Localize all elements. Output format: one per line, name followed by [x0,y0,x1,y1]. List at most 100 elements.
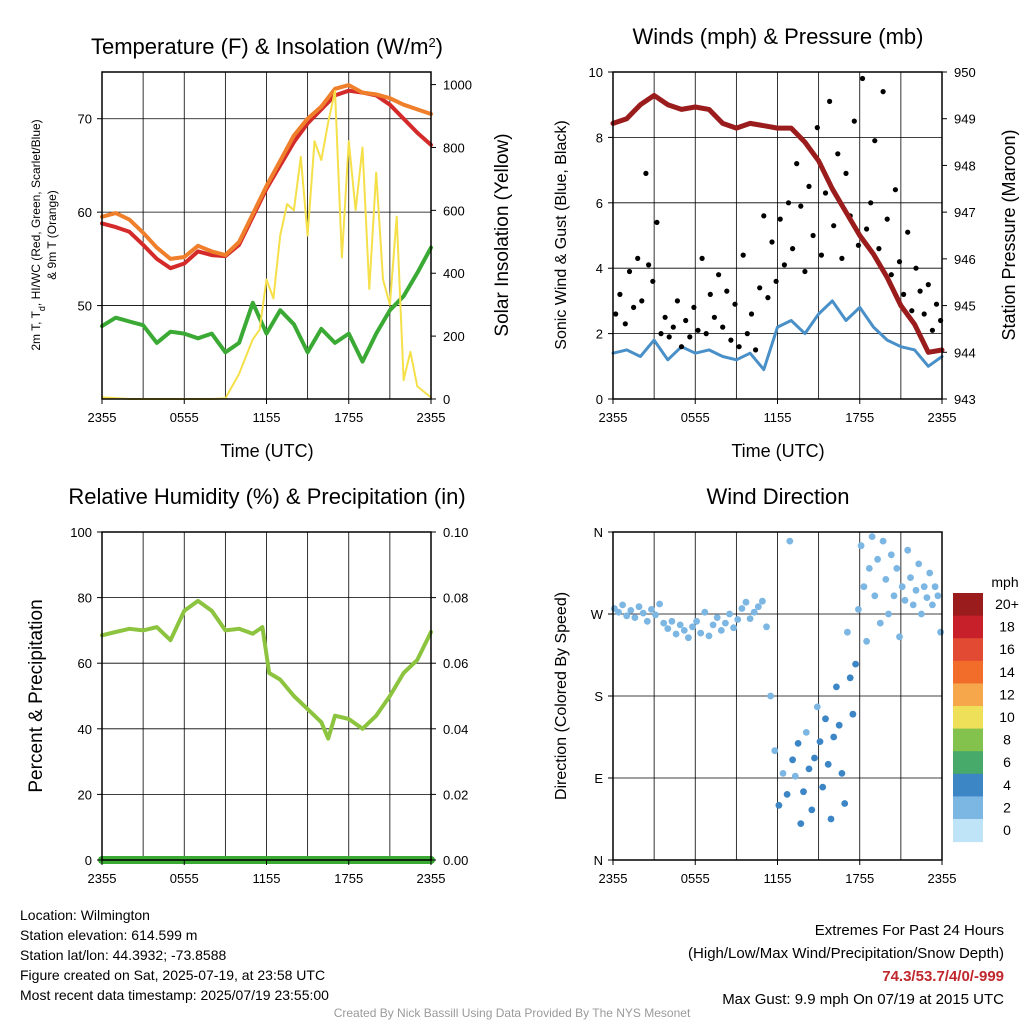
colorbar-label: 6 [1003,754,1011,770]
gust-point [724,288,730,294]
gust-point [855,242,862,248]
y-tick-label: 60 [78,205,92,220]
temperature-y-axis-label-line2: & 9m T (Orange) [45,190,59,280]
gust-point [765,295,771,301]
wind-direction-point [672,630,680,638]
y-tick-label-right: 0.04 [443,722,468,737]
temperature-y-axis-label-line1: 2m T, Td, HI/WC (Red, Green, Scarlet/Blu… [29,119,47,350]
y-tick-label-right: 0.06 [443,656,468,671]
wind-direction-y-axis-label: Direction (Colored By Speed) [553,592,570,800]
y-tick-label-right: 945 [954,299,976,314]
wind-direction-point [668,617,676,625]
gust-point [785,200,792,206]
wind-direction-point [648,606,655,613]
wind-direction-panel-title: Wind Direction [706,484,849,509]
gust-point [703,331,709,337]
y-tick-label-right: 949 [954,112,976,127]
gust-point [921,311,927,317]
y-tick-label: 6 [596,196,603,211]
y-tick-label: 20 [78,787,92,802]
wind-direction-point [841,800,849,807]
gust-point [748,311,755,317]
x-tick-label: 2355 [928,410,957,425]
x-tick-label: 1155 [253,871,281,886]
colorbar-label: 8 [1003,732,1011,748]
gust-point [822,190,829,196]
gust-point [658,331,664,337]
colorbar-swatch [953,773,983,797]
temperature-line [100,245,433,364]
y-tick-label-right: 946 [954,252,976,267]
gust-point [753,347,759,353]
x-tick-label: 1155 [764,871,792,886]
gust-point [888,272,894,278]
gust-point [835,151,841,157]
wind-direction-point [876,619,884,627]
y-tick-label: N [594,525,603,540]
colorbar-swatch [953,593,983,617]
y-tick-label-right: 950 [954,65,976,80]
gust-point [728,337,734,343]
wind-direction-point [937,628,944,636]
wind-direction-point [789,756,796,764]
gust-point [806,183,812,189]
extremes-title: Extremes For Past 24 Hours [814,922,1004,939]
gust-point [905,229,911,235]
wind-direction-point [833,683,840,691]
gust-point [720,324,726,330]
colorbar-swatch [953,615,983,639]
wind-direction-point [931,583,939,591]
wind-direction-point [709,621,717,629]
colorbar-label: 2 [1003,799,1011,815]
colorbar-swatch [953,728,983,752]
gust-point [859,75,866,82]
gust-point [699,255,705,261]
wind-direction-panel: Wind Direction 2355 0555 1155 1755 2355 N E S W N… [553,484,1019,886]
y-tick-label-right: 600 [443,203,465,218]
y-tick-label-right: 0.00 [443,853,468,868]
wind-direction-point [705,632,713,640]
wind-direction-point [802,729,810,736]
gust-point [933,301,940,307]
wind-direction-point [742,598,750,606]
x-tick-label: 1755 [334,410,363,425]
wind-direction-point [754,603,762,611]
gust-point [884,216,890,222]
y-tick-label-right: 0 [443,392,450,407]
station-info: Location: Wilmington Station elevation: … [20,905,329,1005]
x-tick-label: 1155 [253,410,281,425]
humidity-ticks: 2355 0555 1155 1755 2355 0 20 40 60 80 100 0.00 0.02… [70,525,468,886]
x-tick-label: 1755 [334,871,363,886]
colorbar-label: 0 [1003,822,1011,838]
gust-point [687,334,693,340]
wind-direction-point [871,592,879,600]
humidity-y-axis-label: Percent & Precipitation [26,599,47,792]
gust-point [643,170,649,176]
insolation-line [101,89,432,400]
wind-direction-point [730,624,737,632]
wind-direction-point [813,703,821,711]
colorbar-swatch [953,796,983,820]
wind-direction-point [865,565,873,572]
y-tick-label: 50 [78,299,92,314]
wind-direction-point [643,617,651,625]
y-tick-label: 4 [596,261,603,276]
wind-direction-point [627,607,635,614]
gust-point [868,200,874,206]
wind-direction-point [631,614,639,621]
wind-direction-point [879,537,887,545]
gust-point [880,89,886,95]
wind-direction-point [701,608,709,616]
wind-direction-point [855,606,862,613]
recent-data-text: Most recent data timestamp: 2025/07/19 2… [20,987,329,1003]
wind-direction-point [615,608,622,616]
x-tick-label: 2355 [599,410,628,425]
credit-text: Created By Nick Bassill Using Data Provi… [333,1006,691,1020]
wind-gust-y-axis-label: Sonic Wind & Gust (Blue, Black) [553,120,570,349]
y-tick-label-right: 943 [954,392,976,407]
gust-point [909,308,915,314]
wind-direction-point [775,801,783,809]
wind-direction-point [822,715,829,723]
gust-point [626,268,633,275]
colorbar-swatch [953,819,983,843]
